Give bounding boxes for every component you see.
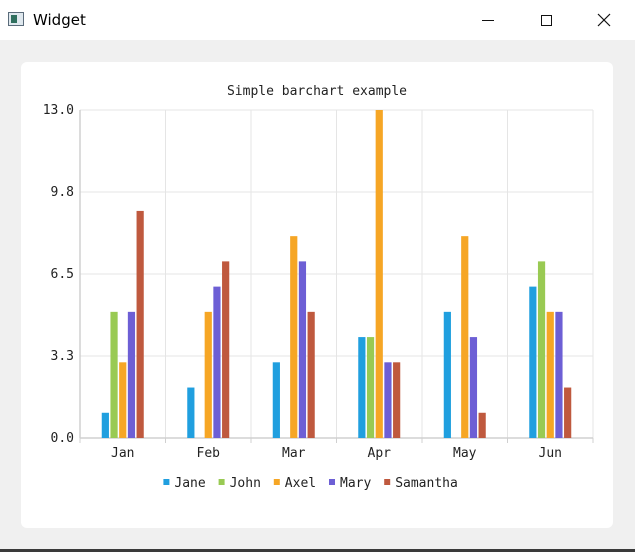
bar-axel-jan bbox=[119, 362, 127, 438]
close-icon bbox=[597, 13, 611, 27]
legend-item-john[interactable]: John bbox=[218, 476, 261, 491]
bar-jane-jan bbox=[101, 412, 109, 438]
x-tick-label: Apr bbox=[368, 446, 392, 461]
y-tick-label: 9.8 bbox=[51, 185, 74, 200]
bar-john-jan bbox=[110, 311, 118, 438]
legend-marker bbox=[218, 479, 225, 485]
bar-axel-feb bbox=[204, 311, 212, 438]
bar-jane-may bbox=[443, 311, 451, 438]
bar-samantha-jan bbox=[136, 210, 144, 438]
chart-view: Simple barchart example 0.0 3.3 6.5 9.8 13.0… bbox=[21, 62, 613, 528]
close-button[interactable] bbox=[575, 0, 633, 40]
bar-mary-may bbox=[469, 337, 478, 438]
legend-marker bbox=[329, 479, 335, 485]
minimize-button[interactable] bbox=[459, 0, 517, 40]
legend-label: Mary bbox=[340, 476, 371, 491]
bar-mary-feb bbox=[213, 286, 221, 438]
bars bbox=[101, 110, 572, 438]
x-tick-label: Mar bbox=[282, 446, 306, 461]
window-bottom-edge bbox=[0, 549, 635, 552]
bar-mary-mar bbox=[298, 261, 307, 438]
legend-item-axel[interactable]: Axel bbox=[273, 476, 316, 491]
legend-label: Samantha bbox=[395, 476, 458, 491]
x-tick-label: Jun bbox=[539, 446, 562, 461]
axes bbox=[79, 110, 594, 443]
grid-lines bbox=[79, 109, 594, 439]
window-title: Widget bbox=[33, 11, 86, 29]
bar-jane-apr bbox=[358, 337, 366, 438]
bar-axel-apr bbox=[375, 110, 383, 438]
legend-label: Jane bbox=[174, 476, 205, 491]
bar-mary-jun bbox=[555, 311, 563, 438]
bar-samantha-jun bbox=[564, 387, 572, 438]
window-app-icon bbox=[8, 12, 24, 26]
legend-label: Axel bbox=[285, 476, 316, 491]
y-axis-labels: 0.0 3.3 6.5 9.8 13.0 bbox=[43, 103, 74, 446]
bar-samantha-mar bbox=[307, 311, 315, 438]
bar-axel-mar bbox=[290, 236, 298, 438]
bar-samantha-may bbox=[478, 412, 486, 438]
y-tick-label: 13.0 bbox=[43, 103, 74, 118]
bar-axel-may bbox=[461, 236, 469, 438]
bar-mary-jan bbox=[127, 311, 136, 438]
maximize-button[interactable] bbox=[517, 0, 575, 40]
bar-samantha-feb bbox=[222, 261, 230, 438]
bar-mary-apr bbox=[384, 362, 392, 438]
bar-samantha-apr bbox=[393, 362, 401, 438]
legend-label: John bbox=[230, 476, 261, 491]
bar-axel-jun bbox=[546, 311, 554, 438]
bar-john-apr bbox=[366, 337, 375, 438]
legend-marker bbox=[273, 479, 280, 485]
legend-item-samantha[interactable]: Samantha bbox=[384, 476, 458, 491]
x-tick-label: Jan bbox=[111, 446, 134, 461]
legend-item-mary[interactable]: Mary bbox=[329, 476, 371, 491]
bar-jane-jun bbox=[529, 286, 537, 438]
chart-title: Simple barchart example bbox=[227, 84, 407, 99]
bar-jane-feb bbox=[187, 387, 195, 438]
bar-chart: Simple barchart example 0.0 3.3 6.5 9.8 13.0… bbox=[43, 84, 594, 491]
legend-marker bbox=[163, 479, 170, 485]
bar-john-jun bbox=[537, 261, 546, 438]
legend: Jane John Axel Mary Samantha bbox=[163, 476, 458, 491]
minimize-icon bbox=[482, 19, 494, 21]
y-tick-label: 3.3 bbox=[51, 349, 74, 364]
x-tick-label: Feb bbox=[197, 446, 221, 461]
legend-item-jane[interactable]: Jane bbox=[163, 476, 206, 491]
x-tick-label: May bbox=[453, 446, 477, 461]
legend-marker bbox=[384, 479, 391, 485]
x-axis-labels: Jan Feb Mar Apr May Jun bbox=[111, 446, 562, 461]
y-tick-label: 6.5 bbox=[51, 267, 74, 282]
bar-jane-mar bbox=[272, 362, 280, 438]
y-tick-label: 0.0 bbox=[51, 431, 74, 446]
title-bar[interactable]: Widget bbox=[0, 0, 635, 40]
maximize-icon bbox=[540, 14, 552, 26]
